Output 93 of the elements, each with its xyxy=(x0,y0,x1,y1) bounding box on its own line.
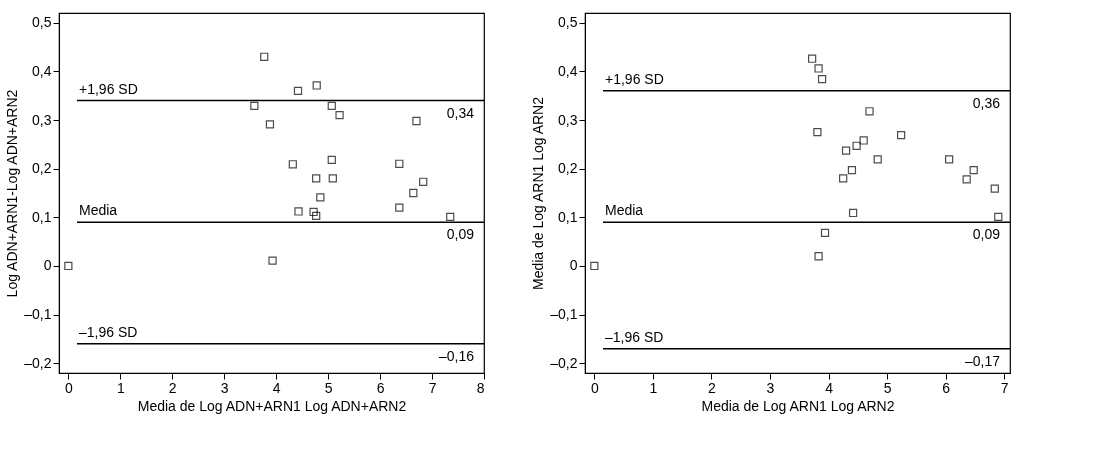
x-axis-title: Media de Log ADN+ARN1 Log ADN+ARN2 xyxy=(137,397,407,414)
point xyxy=(328,174,337,183)
y-tick-label: 0,5 xyxy=(558,14,578,31)
ref-line-label: Media xyxy=(79,202,118,219)
x-tick-label: 7 xyxy=(1000,379,1009,396)
point xyxy=(260,52,269,61)
point xyxy=(293,86,303,95)
point xyxy=(994,212,1003,221)
y-tick-label: –0,1 xyxy=(550,306,578,323)
point xyxy=(312,211,321,220)
y-tick-label: 0,1 xyxy=(558,208,578,225)
point xyxy=(294,207,303,216)
point xyxy=(312,81,321,90)
x-tick-label: 7 xyxy=(428,379,437,396)
point xyxy=(814,252,823,261)
point xyxy=(839,174,848,183)
x-tick-label: 1 xyxy=(116,379,125,396)
ref-line-label: –1,96 SD xyxy=(605,328,664,345)
x-tick-label: 5 xyxy=(324,379,333,396)
annotation: 0,34 xyxy=(446,104,475,121)
y-tick-label: 0,3 xyxy=(558,111,578,128)
x-tick-label: 3 xyxy=(766,379,775,396)
annotation: –0,17 xyxy=(964,352,1001,369)
y-tick-label: 0,4 xyxy=(32,62,52,79)
point xyxy=(990,184,999,193)
point xyxy=(268,256,277,265)
point xyxy=(852,141,861,150)
point xyxy=(814,64,823,73)
point xyxy=(859,136,868,145)
y-tick-label: 0,4 xyxy=(558,62,578,79)
point xyxy=(446,212,455,221)
point xyxy=(820,228,830,238)
x-tick-label: 8 xyxy=(476,379,485,396)
point xyxy=(265,120,275,129)
y-tick-label: 0,2 xyxy=(558,160,578,177)
point xyxy=(395,159,404,168)
x-tick-label: 3 xyxy=(220,379,229,396)
annotation: 0,09 xyxy=(972,226,1001,243)
point xyxy=(813,128,822,137)
point xyxy=(64,261,73,271)
point xyxy=(873,155,882,164)
point xyxy=(896,130,906,140)
y-tick-label: 0,1 xyxy=(32,208,52,225)
point xyxy=(412,116,421,126)
x-tick-label: 2 xyxy=(168,379,177,396)
x-tick-label: 1 xyxy=(649,379,658,396)
y-tick-label: 0,3 xyxy=(32,111,52,128)
point xyxy=(962,175,971,184)
point xyxy=(288,160,297,169)
x-tick-label: 6 xyxy=(376,379,385,396)
point xyxy=(848,208,858,218)
point xyxy=(590,261,599,271)
x-tick-label: 4 xyxy=(825,379,834,396)
point xyxy=(969,166,978,175)
ref-line-label: Media xyxy=(605,202,644,219)
y-tick-label: –0,2 xyxy=(24,354,52,371)
y-tick-label: 0,5 xyxy=(32,14,52,31)
point xyxy=(250,101,259,111)
point xyxy=(335,111,344,120)
y-tick-label: –0,2 xyxy=(550,354,578,371)
ref-line-label: +1,96 SD xyxy=(79,80,138,97)
y-tick-label: 0 xyxy=(43,257,52,274)
point xyxy=(817,75,827,84)
annotation: –0,16 xyxy=(438,347,475,364)
point xyxy=(312,174,321,183)
x-tick-label: 2 xyxy=(708,379,717,396)
y-axis-title: Log ADN+ARN1-Log ADN+ARN2 xyxy=(4,89,21,298)
point xyxy=(327,101,336,111)
point xyxy=(865,107,874,116)
point xyxy=(808,54,817,63)
x-tick-label: 0 xyxy=(590,379,599,396)
point xyxy=(841,146,851,155)
x-axis-title: Media de Log ARN1 Log ARN2 xyxy=(701,397,895,414)
x-tick-label: 5 xyxy=(883,379,892,396)
annotation: 0,09 xyxy=(446,226,475,243)
y-tick-label: 0,2 xyxy=(32,160,52,177)
x-tick-label: 0 xyxy=(64,379,73,396)
y-tick-label: –0,1 xyxy=(24,306,52,323)
point xyxy=(327,155,336,165)
x-tick-label: 6 xyxy=(942,379,951,396)
point xyxy=(409,188,418,198)
point xyxy=(395,203,404,212)
point xyxy=(944,155,954,164)
point xyxy=(316,193,325,202)
y-tick-label: 0 xyxy=(569,257,578,274)
y-axis-title: Media de Log ARN1 Log ARN2 xyxy=(530,96,547,291)
point xyxy=(419,177,428,186)
annotation: 0,36 xyxy=(972,94,1001,111)
point xyxy=(309,207,318,217)
ref-line-label: –1,96 SD xyxy=(79,323,138,340)
ref-line-label: +1,96 SD xyxy=(605,70,664,87)
x-tick-label: 4 xyxy=(272,379,281,396)
point xyxy=(847,166,857,175)
